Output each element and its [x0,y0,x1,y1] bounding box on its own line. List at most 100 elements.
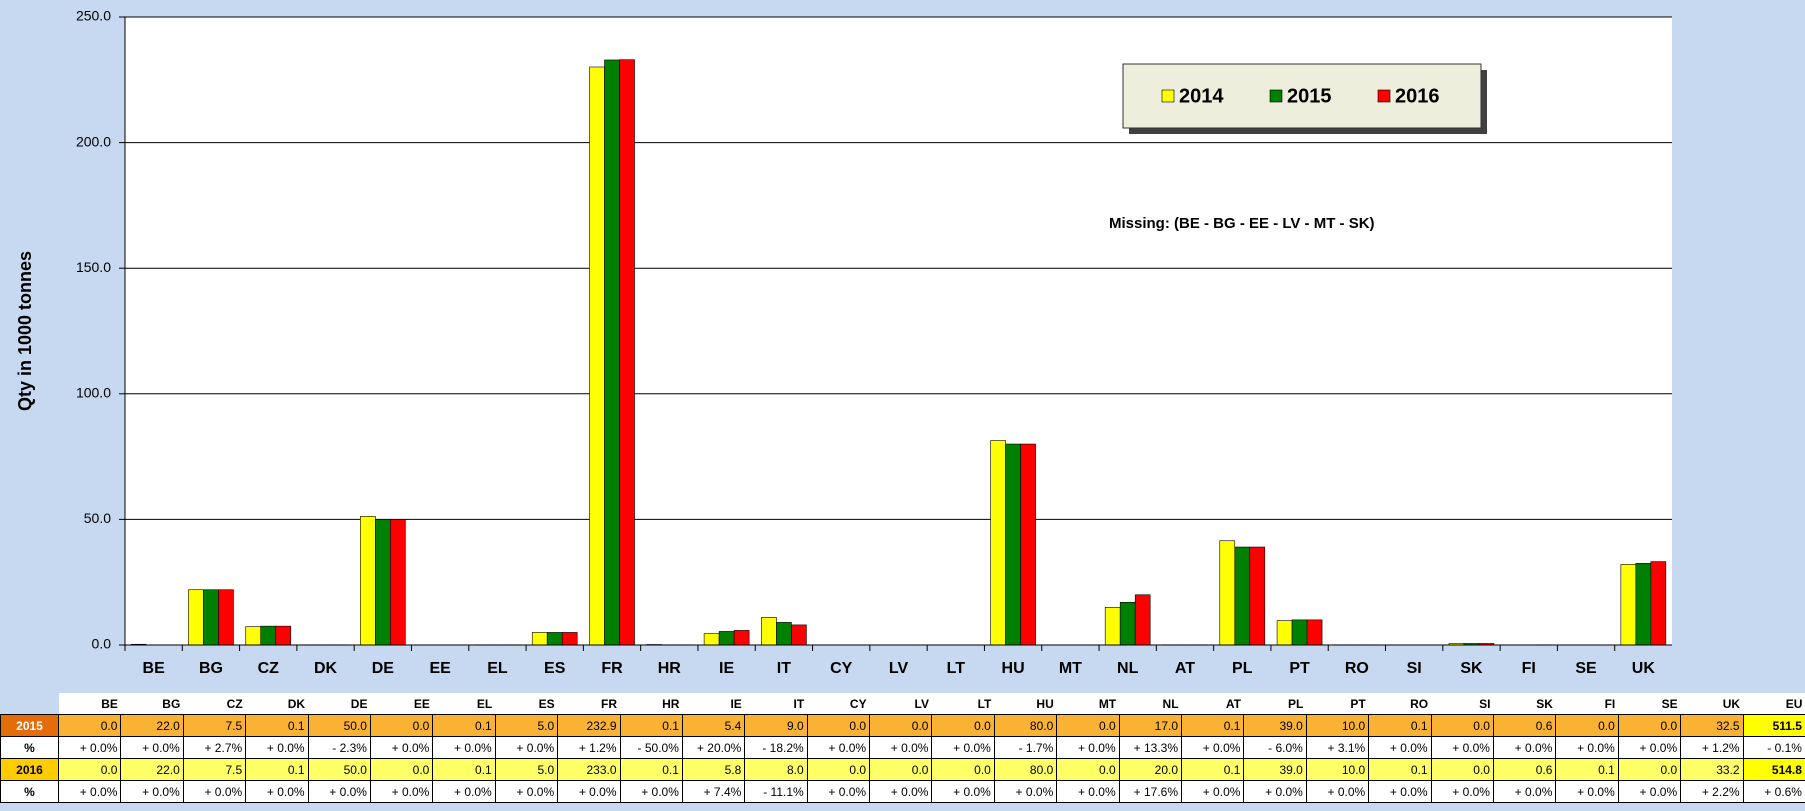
x-tick-label: CZ [258,660,280,677]
column-header: EU [1743,693,1805,715]
value-cell: 17.0 [1118,714,1183,737]
bar [718,631,735,646]
value-cell: 233.0 [557,758,621,781]
percent-cell: + 0.0% [557,780,621,803]
percent-cell: + 0.0% [931,780,995,803]
percent-cell: - 2.3% [307,736,371,759]
bar [546,632,563,646]
bar [1119,601,1136,646]
bar [791,624,807,646]
value-cell: 0.1 [245,714,309,737]
value-cell: 0.1 [1368,714,1432,737]
percent-cell: + 0.0% [494,780,559,803]
percent-cell: + 0.0% [1056,780,1120,803]
x-tick-label: NL [1117,660,1139,677]
percent-cell: + 0.0% [1492,736,1557,759]
chart: Qty in 1000 tonnes Missing: (BE - BG - E… [15,8,1672,677]
x-tick-label: FR [601,660,623,677]
value-cell: 0.0 [1056,714,1120,737]
y-tick-label: 100.0 [76,385,111,401]
value-cell: 7.5 [182,758,247,781]
column-header: MT [1056,693,1120,715]
value-cell: 0.0 [1617,714,1682,737]
value-cell: 0.0 [869,714,933,737]
value-cell: 22.0 [120,714,184,737]
legend-marker [1377,89,1391,103]
percent-row: % + 0.0% + 0.0% + 0.0% + 0.0% + 0.0% + 0.0% + 0… [0,780,1805,803]
value-cell: 0.0 [806,714,871,737]
x-tick-label: DK [314,660,338,677]
value-cell: 7.5 [182,714,247,737]
x-tick-label: IE [719,660,734,677]
column-header: PL [1243,693,1307,715]
legend [1122,63,1482,129]
row-label: 2016 [0,758,59,781]
value-cell: 5.4 [681,714,746,737]
percent-cell: + 0.0% [1617,736,1682,759]
row-label: % [0,780,59,803]
percent-cell: + 20.0% [681,736,746,759]
bar [619,59,635,646]
x-tick-label: IT [777,660,791,677]
value-cell: 10.0 [1305,758,1370,781]
annotation: Missing: (BE - BG - EE - LV - MT - SK) [1109,215,1375,232]
bar [203,589,219,646]
row-label: 2015 [0,714,59,737]
percent-cell: + 0.0% [1617,780,1682,803]
y-tick-label: 250.0 [76,8,111,24]
column-header: RO [1368,693,1432,715]
value-cell: 9.0 [744,714,808,737]
value-cell: 0.0 [57,758,122,781]
y-tick-label: 150.0 [76,259,111,275]
x-tick-label: HU [1002,660,1025,677]
bar [1620,564,1637,646]
x-tick-label: EE [429,660,451,677]
value-cell: 22.0 [120,758,184,781]
percent-cell: + 17.6% [1118,780,1183,803]
value-cell: 10.0 [1305,714,1370,737]
percent-cell: + 0.0% [245,736,309,759]
column-header: LT [931,693,995,715]
value-cell: 0.1 [1181,758,1245,781]
column-header: EE [370,693,433,715]
percent-cell: + 2.2% [1680,780,1744,803]
value-cell: 39.0 [1243,758,1307,781]
column-header: AT [1181,693,1244,715]
column-header: BG [120,693,184,715]
legend-marker [1269,89,1283,103]
percent-cell: + 2.7% [182,736,247,759]
legend-marker [1161,89,1175,103]
column-header: NL [1119,693,1182,715]
percent-cell: + 0.0% [1243,780,1307,803]
bar [1306,619,1323,646]
column-header: DE [308,693,371,715]
bar [360,516,376,646]
percent-cell: + 0.0% [57,736,122,759]
percent-cell: + 0.6% [1742,780,1805,803]
value-cell: 0.1 [432,758,496,781]
header-row: BE BG CZ DK DE EE EL ES FR HR IE IT CY LV LT HU MT NL AT PL… [0,693,1805,715]
value-cell: 0.0 [1056,758,1120,781]
percent-cell: + 0.0% [120,736,184,759]
value-cell: 0.0 [931,758,995,781]
data-table: BE BG CZ DK DE EE EL ES FR HR IE IT CY LV LT HU MT NL AT PL… [0,693,1805,803]
column-header: UK [1680,693,1744,715]
bar [561,632,578,646]
value-cell: 0.6 [1492,758,1557,781]
percent-cell: - 1.7% [993,736,1058,759]
percent-cell: + 0.0% [1492,780,1557,803]
bar [1249,546,1266,646]
value-cell: 80.0 [993,714,1058,737]
column-header: CY [807,693,870,715]
bar [1219,540,1236,646]
bar [703,633,720,646]
x-tick-label: SI [1407,660,1422,677]
value-cell: 33.2 [1680,758,1744,781]
percent-cell: + 0.0% [1555,780,1619,803]
bar [1020,443,1036,646]
y-tick-label: 0.0 [92,636,112,652]
percent-cell: - 0.1% [1742,736,1805,759]
value-cell: 232.9 [557,714,621,737]
bar [1134,594,1151,646]
corner-cell [0,693,59,715]
